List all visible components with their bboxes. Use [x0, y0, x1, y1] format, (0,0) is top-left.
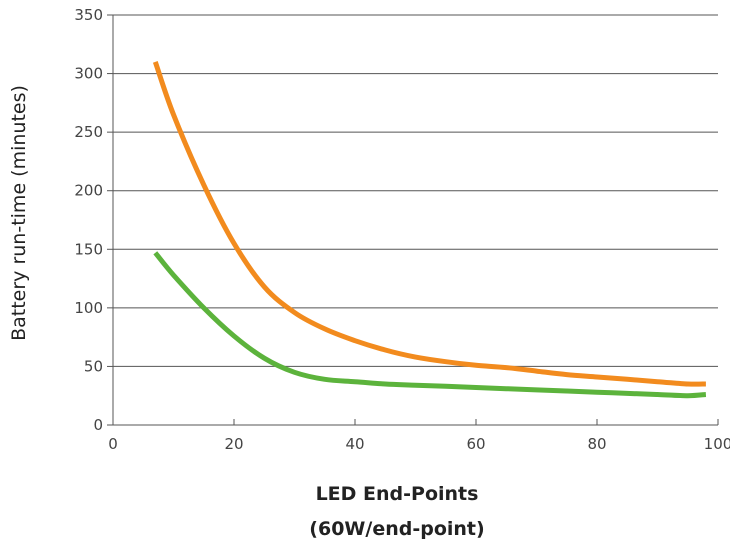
x-tick-label-100: 100	[704, 435, 730, 453]
x-axis-ticks: 0 20 40 60 80 100	[108, 419, 730, 453]
x-axis-subtitle: (60W/end-point)	[309, 518, 484, 540]
y-tick-label-350: 350	[74, 6, 103, 24]
x-tick-label-0: 0	[108, 435, 118, 453]
y-tick-label-0: 0	[93, 416, 103, 434]
x-tick-label-40: 40	[345, 435, 364, 453]
x-axis-title: LED End-Points	[316, 483, 479, 505]
y-tick-label-200: 200	[74, 182, 103, 200]
x-tick-label-80: 80	[587, 435, 606, 453]
axes	[112, 15, 718, 426]
y-tick-label-300: 300	[74, 65, 103, 83]
series-lines	[152, 61, 707, 399]
x-tick-label-60: 60	[466, 435, 485, 453]
y-tick-label-50: 50	[84, 357, 103, 375]
y-tick-label-150: 150	[74, 240, 103, 258]
y-axis-ticks: 0 50 100 150 200 250 300 350	[74, 6, 113, 434]
y-tick-label-100: 100	[74, 299, 103, 317]
y-axis-title: Battery run-time (minutes)	[8, 85, 30, 341]
grid-lines	[113, 14, 718, 367]
x-tick-label-20: 20	[224, 435, 243, 453]
series-line-2	[153, 251, 707, 399]
series-line-1	[152, 61, 706, 387]
y-tick-label-250: 250	[74, 123, 103, 141]
